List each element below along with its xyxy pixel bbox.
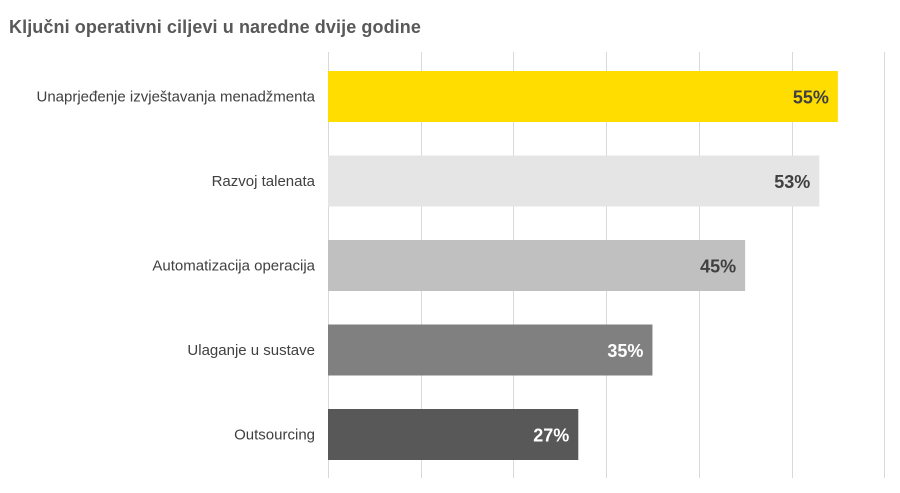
bar-5 xyxy=(328,409,579,460)
bar-4 xyxy=(328,324,653,376)
category-label-1: Unaprjeđenje izvještavanja menadžmenta xyxy=(37,89,316,106)
data-label-5: 27% xyxy=(533,426,569,446)
data-label-1: 55% xyxy=(793,88,829,108)
category-label-3: Automatizacija operacija xyxy=(152,258,315,275)
category-labels: Unaprjeđenje izvještavanja menadžmenta Ra… xyxy=(37,89,316,444)
bar-1 xyxy=(328,71,838,122)
data-label-2: 53% xyxy=(774,172,810,192)
category-label-4: Ulaganje u sustave xyxy=(187,342,315,359)
category-label-2: Razvoj talenata xyxy=(212,173,316,190)
data-label-4: 35% xyxy=(607,341,643,361)
bars xyxy=(328,71,838,460)
bar-2 xyxy=(328,155,820,207)
data-label-3: 45% xyxy=(700,257,736,277)
bar-3 xyxy=(328,240,746,291)
chart-title: Ključni operativni ciljevi u naredne dvi… xyxy=(9,17,421,37)
data-labels: 55% 53% 45% 35% 27% xyxy=(533,88,829,446)
category-label-5: Outsourcing xyxy=(234,427,315,444)
